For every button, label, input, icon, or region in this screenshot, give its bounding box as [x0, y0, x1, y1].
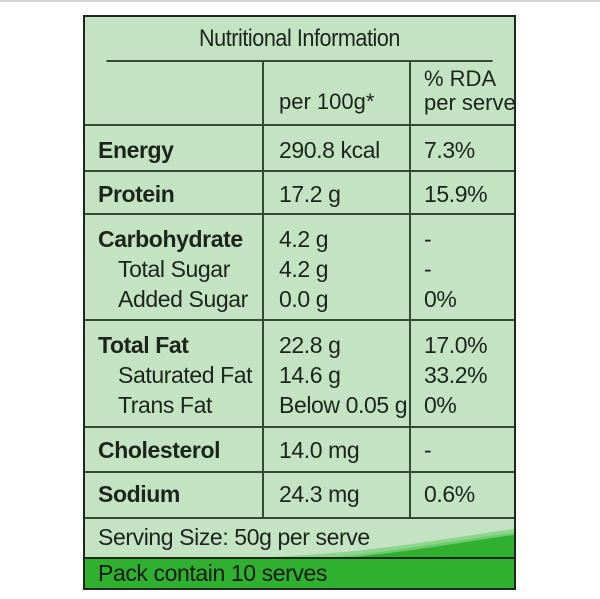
- nutrient-rda: 17.0%: [424, 332, 488, 358]
- nutrient-value: 22.8 g: [279, 332, 341, 358]
- nutrient-name: Sodium: [98, 481, 180, 507]
- nutrient-subname: Added Sugar: [118, 286, 248, 312]
- column-divider-2: [409, 62, 411, 519]
- column-header-rda-line1: % RDA: [424, 66, 497, 91]
- nutrient-value: 4.2 g: [279, 226, 329, 252]
- row-divider-cholesterol: [85, 471, 514, 473]
- nutrient-rda: 15.9%: [424, 181, 488, 207]
- column-header-rda: % RDA per serve#: [424, 66, 514, 115]
- nutrient-name: Cholesterol: [98, 437, 221, 463]
- nutrient-rda: 7.3%: [424, 137, 475, 163]
- row-divider-energy: [85, 170, 514, 172]
- column-header-per-100g: per 100g*: [279, 89, 375, 114]
- nutrient-value: Below 0.05 g: [279, 392, 408, 418]
- nutrient-name: Total Fat: [98, 332, 189, 358]
- row-divider-carbohydrate: [85, 319, 514, 321]
- nutrient-value: 0.0 g: [279, 286, 329, 312]
- nutrient-rda: 33.2%: [424, 362, 488, 388]
- column-header-rda-line2: per serve#: [424, 91, 514, 115]
- nutrient-rda: -: [424, 437, 432, 463]
- nutrient-value: 17.2 g: [279, 181, 341, 207]
- nutrient-value: 14.6 g: [279, 362, 341, 388]
- pack-contents-bar: Pack contain 10 serves: [85, 557, 514, 588]
- nutrient-subname: Saturated Fat: [118, 362, 253, 388]
- nutrition-label: Nutritional Information per 100g* % RDA …: [83, 15, 516, 590]
- nutrient-subname: Trans Fat: [118, 392, 212, 418]
- nutrient-rda: 0%: [424, 286, 457, 312]
- nutrient-value: 14.0 mg: [279, 437, 360, 463]
- top-divider: [0, 0, 600, 2]
- row-divider-protein: [85, 213, 514, 215]
- nutrient-subname: Total Sugar: [118, 256, 230, 282]
- nutrient-rda: -: [424, 226, 432, 252]
- label-title: Nutritional Information: [106, 17, 493, 62]
- nutrient-value: 24.3 mg: [279, 481, 360, 507]
- row-divider-header: [85, 124, 514, 126]
- pack-contents: Pack contain 10 serves: [98, 560, 327, 586]
- row-divider-sodium: [85, 517, 514, 519]
- nutrient-name: Carbohydrate: [98, 226, 243, 252]
- nutrient-name: Energy: [98, 137, 174, 163]
- nutrient-value: 4.2 g: [279, 256, 329, 282]
- column-divider-1: [262, 62, 264, 519]
- nutrient-name: Protein: [98, 181, 175, 207]
- nutrient-value: 290.8 kcal: [279, 137, 380, 163]
- serving-size: Serving Size: 50g per serve: [98, 524, 370, 550]
- row-divider-fat: [85, 426, 514, 428]
- nutrient-rda: 0.6%: [424, 481, 475, 507]
- nutrient-rda: 0%: [424, 392, 457, 418]
- nutrient-rda: -: [424, 256, 432, 282]
